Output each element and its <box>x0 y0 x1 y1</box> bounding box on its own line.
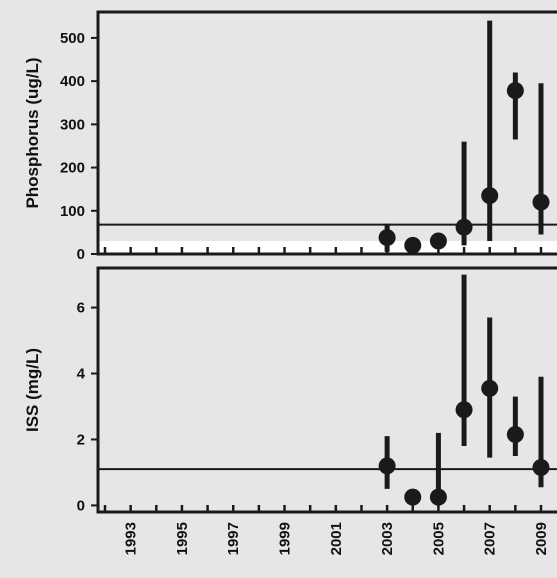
phosphorus-detection-band <box>99 241 557 253</box>
iss-data-point <box>455 401 473 419</box>
phosphorus-y-tick-label: 500 <box>60 30 85 47</box>
phosphorus-data-point <box>455 218 473 236</box>
iss-data-point <box>532 458 550 476</box>
x-tick-label: 1995 <box>174 522 191 555</box>
phosphorus-plot-area <box>96 10 557 256</box>
iss-data-point <box>481 379 499 397</box>
x-tick-label: 1997 <box>225 522 242 555</box>
iss-plot-area <box>96 266 557 514</box>
phosphorus-y-tick-label: 400 <box>60 73 85 90</box>
x-tick-label: 2003 <box>379 522 396 555</box>
iss-y-axis-label: ISS (mg/L) <box>23 348 42 432</box>
phosphorus-data-point <box>429 232 447 250</box>
iss-y-tick-label: 6 <box>77 300 85 317</box>
phosphorus-data-point <box>404 236 422 254</box>
x-tick-label: 2007 <box>482 522 499 555</box>
x-axis-labels: 1993 1995 1997 1999 2001 2003 2005 2007 2009 <box>123 522 550 555</box>
iss-y-tick-label: 4 <box>77 366 86 383</box>
x-tick-label: 1999 <box>277 522 294 555</box>
iss-data-point <box>506 426 524 444</box>
iss-data-point <box>378 457 396 475</box>
phosphorus-y-tick-label: 200 <box>60 160 85 177</box>
phosphorus-data-point <box>506 82 524 100</box>
phosphorus-y-tick-label: 300 <box>60 116 85 133</box>
iss-y-tick-label: 0 <box>77 497 85 514</box>
phosphorus-panel: 0 100 200 300 400 500 Phosphorus (ug/L) <box>23 10 557 263</box>
x-tick-label: 2001 <box>328 522 345 555</box>
phosphorus-y-axis-label: Phosphorus (ug/L) <box>23 57 42 208</box>
x-tick-label: 2009 <box>533 522 550 555</box>
phosphorus-data-point <box>378 229 396 247</box>
phosphorus-data-point <box>481 187 499 205</box>
iss-data-point <box>429 488 447 506</box>
phosphorus-data-point <box>532 193 550 211</box>
iss-panel: 0 2 4 6 ISS (mg/L) <box>23 266 557 514</box>
x-tick-label: 2005 <box>430 522 447 555</box>
iss-y-tick-label: 2 <box>77 431 85 448</box>
x-tick-label: 1993 <box>123 522 140 555</box>
phosphorus-y-tick-label: 100 <box>60 203 85 220</box>
iss-data-point <box>404 488 422 506</box>
phosphorus-y-tick-label: 0 <box>77 246 85 263</box>
